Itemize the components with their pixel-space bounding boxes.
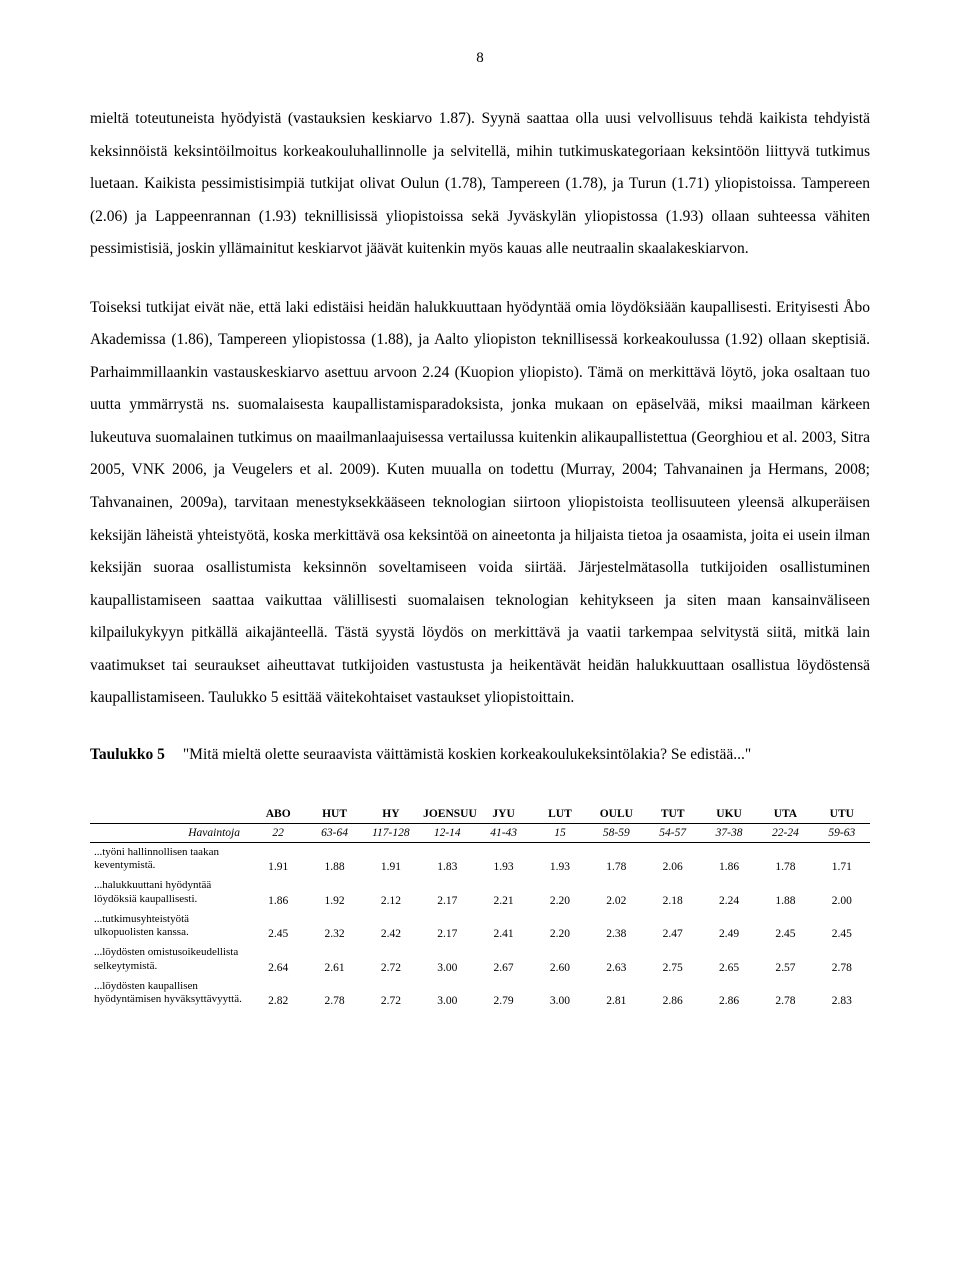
table-header-row: ABO HUT HY JOENSUU JYU LUT OULU TUT UKU … [90,805,870,824]
data-table: ABO HUT HY JOENSUU JYU LUT OULU TUT UKU … [90,805,870,1011]
cell: 1.91 [250,842,306,876]
row-label: ...löydösten omistusoikeudellista selkey… [90,943,250,977]
obs-cell: 54-57 [645,823,701,842]
obs-cell: 41-43 [475,823,531,842]
row-label: ...työni hallinnollisen taakan keventymi… [90,842,250,876]
col-header: HY [363,805,419,824]
row-label: ...löydösten kaupallisen hyödyntämisen h… [90,977,250,1011]
paragraph-2: Toiseksi tutkijat eivät näe, että laki e… [90,292,870,715]
cell: 1.91 [363,842,419,876]
cell: 2.72 [363,943,419,977]
table-observations-row: Havaintoja 22 63-64 117-128 12-14 41-43 … [90,823,870,842]
cell: 2.45 [250,910,306,944]
cell: 2.18 [645,876,701,910]
cell: 2.20 [532,876,588,910]
cell: 1.86 [250,876,306,910]
cell: 1.78 [588,842,644,876]
col-header: OULU [588,805,644,824]
cell: 2.41 [475,910,531,944]
cell: 2.21 [475,876,531,910]
cell: 1.86 [701,842,757,876]
col-header: TUT [645,805,701,824]
col-header: UTA [757,805,813,824]
col-header: UKU [701,805,757,824]
cell: 3.00 [419,943,475,977]
col-header: JOENSUU [419,805,475,824]
col-header: HUT [306,805,362,824]
cell: 2.83 [814,977,870,1011]
cell: 2.72 [363,977,419,1011]
cell: 2.64 [250,943,306,977]
cell: 1.93 [532,842,588,876]
cell: 1.83 [419,842,475,876]
cell: 2.86 [645,977,701,1011]
table-row: ...löydösten kaupallisen hyödyntämisen h… [90,977,870,1011]
page: 8 mieltä toteutuneista hyödyistä (vastau… [0,0,960,1050]
col-header: JYU [475,805,531,824]
cell: 1.71 [814,842,870,876]
cell: 3.00 [419,977,475,1011]
obs-cell: 22-24 [757,823,813,842]
cell: 2.67 [475,943,531,977]
cell: 2.81 [588,977,644,1011]
cell: 2.24 [701,876,757,910]
obs-cell: 15 [532,823,588,842]
cell: 2.78 [306,977,362,1011]
cell: 2.12 [363,876,419,910]
cell: 2.02 [588,876,644,910]
cell: 2.78 [814,943,870,977]
cell: 2.32 [306,910,362,944]
obs-cell: 59-63 [814,823,870,842]
cell: 2.00 [814,876,870,910]
cell: 2.45 [757,910,813,944]
table-row: ...tutkimusyhteistyötä ulkopuolisten kan… [90,910,870,944]
cell: 2.78 [757,977,813,1011]
cell: 2.57 [757,943,813,977]
cell: 2.86 [701,977,757,1011]
cell: 2.42 [363,910,419,944]
obs-cell: 37-38 [701,823,757,842]
col-header: UTU [814,805,870,824]
cell: 1.88 [306,842,362,876]
col-header: ABO [250,805,306,824]
cell: 2.45 [814,910,870,944]
cell: 1.78 [757,842,813,876]
table-caption-text: "Mitä mieltä olette seuraavista väittämi… [183,741,870,769]
cell: 2.47 [645,910,701,944]
cell: 1.92 [306,876,362,910]
obs-cell: 63-64 [306,823,362,842]
cell: 2.61 [306,943,362,977]
table-row: ...työni hallinnollisen taakan keventymi… [90,842,870,876]
obs-cell: 58-59 [588,823,644,842]
obs-label: Havaintoja [90,823,250,842]
obs-cell: 12-14 [419,823,475,842]
cell: 2.17 [419,910,475,944]
cell: 2.60 [532,943,588,977]
cell: 2.65 [701,943,757,977]
table-row: ...löydösten omistusoikeudellista selkey… [90,943,870,977]
obs-cell: 117-128 [363,823,419,842]
table-caption: Taulukko 5 "Mitä mieltä olette seuraavis… [90,741,870,769]
table-row: ...halukkuuttani hyödyntää löydöksiä kau… [90,876,870,910]
cell: 2.82 [250,977,306,1011]
cell: 1.93 [475,842,531,876]
cell: 2.49 [701,910,757,944]
cell: 2.38 [588,910,644,944]
row-label: ...tutkimusyhteistyötä ulkopuolisten kan… [90,910,250,944]
col-header: LUT [532,805,588,824]
table-caption-label: Taulukko 5 [90,741,165,769]
cell: 3.00 [532,977,588,1011]
paragraph-1: mieltä toteutuneista hyödyistä (vastauks… [90,103,870,266]
cell: 2.79 [475,977,531,1011]
cell: 2.20 [532,910,588,944]
row-label: ...halukkuuttani hyödyntää löydöksiä kau… [90,876,250,910]
cell: 1.88 [757,876,813,910]
cell: 2.06 [645,842,701,876]
cell: 2.63 [588,943,644,977]
obs-cell: 22 [250,823,306,842]
cell: 2.75 [645,943,701,977]
cell: 2.17 [419,876,475,910]
page-number: 8 [90,50,870,67]
